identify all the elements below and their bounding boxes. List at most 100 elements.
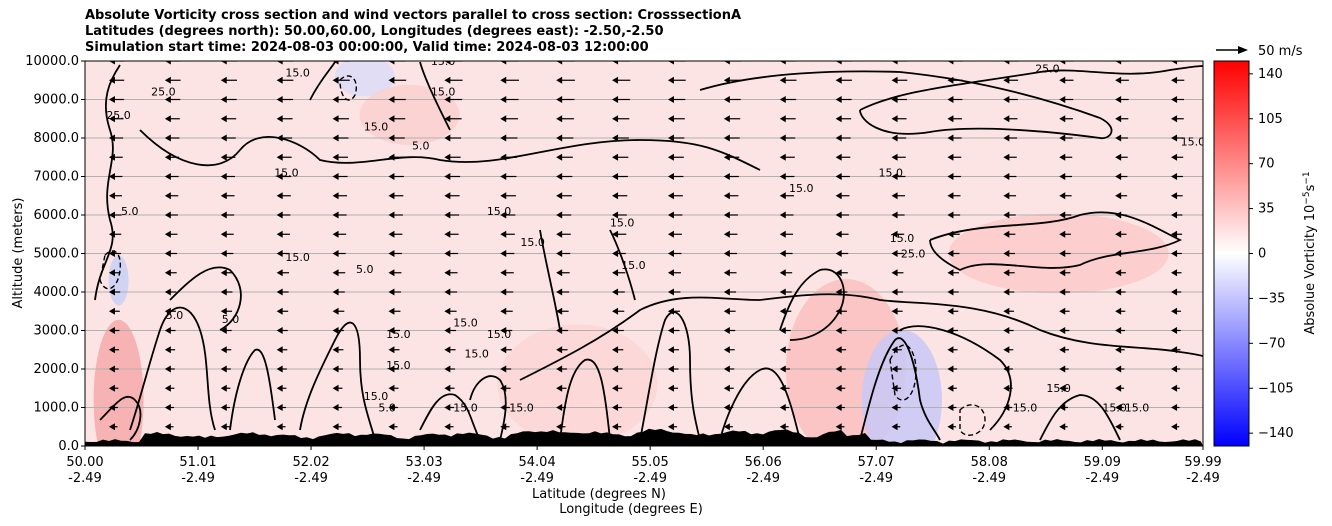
wind-vector-head [164, 250, 171, 257]
contour-line-negative [889, 344, 917, 401]
wind-vector-head [1003, 423, 1010, 431]
wind-vector-head [1059, 307, 1066, 315]
contour-label: 5.0 [412, 140, 430, 153]
wind-vector-head [276, 250, 283, 257]
wind-vector-head [164, 153, 171, 161]
wind-vector-head [667, 365, 674, 373]
wind-vector-head [612, 134, 619, 142]
field-blob [861, 329, 942, 446]
wind-vector-head [835, 384, 842, 392]
wind-vector-head [947, 423, 954, 431]
wind-vector-head [444, 134, 451, 142]
wind-vector-head [332, 153, 339, 161]
wind-vector-head [1171, 230, 1178, 238]
wind-vector-head [891, 76, 898, 84]
x-tick-label-lat: 56.06 [745, 455, 782, 470]
wind-vector-head [164, 307, 171, 315]
wind-vector-head [835, 307, 842, 315]
wind-vector-head [500, 115, 507, 123]
wind-vector-head [723, 192, 730, 200]
wind-vector-head [1115, 346, 1122, 354]
contour-label: 15.0 [621, 259, 646, 272]
wind-vector-head [500, 250, 507, 257]
contour-line [299, 321, 376, 441]
wind-vector-head [388, 230, 395, 238]
wind-vector-head [1059, 134, 1066, 142]
wind-vector-head [444, 211, 451, 219]
wind-vector-head [891, 346, 898, 354]
wind-vector-head [667, 346, 674, 354]
wind-vector-head [723, 384, 730, 392]
wind-vector-head [388, 404, 395, 411]
wind-vector-head [388, 173, 395, 180]
wind-vector-head [556, 230, 563, 238]
wind-vector-head [388, 211, 395, 219]
contour-line [699, 70, 1113, 140]
wind-vector-head [108, 346, 115, 354]
wind-vector-head [1059, 423, 1066, 431]
wind-vector-head [164, 269, 171, 277]
wind-vector-head [500, 76, 507, 84]
wind-vector-head [332, 365, 339, 373]
wind-vector-head [1115, 76, 1122, 84]
wind-vector-head [444, 192, 451, 200]
wind-vector-head [723, 134, 730, 142]
wind-vector-head [556, 173, 563, 180]
wind-vector-head [1003, 365, 1010, 373]
wind-vector-head [891, 250, 898, 257]
wind-vector-head [1059, 76, 1066, 84]
contour-label: 15.0 [509, 401, 534, 414]
wind-vector-head [500, 153, 507, 161]
wind-vector-head [612, 61, 619, 65]
colorbar-ticks: 140 105 70 35 0 −35 −70 −105 −140 [1249, 67, 1294, 441]
wind-vector-head [1059, 365, 1066, 373]
wind-vector-head [1115, 365, 1122, 373]
x-tick-label-lat: 53.03 [405, 455, 442, 470]
wind-vector-head [835, 173, 842, 180]
wind-vector-head [444, 115, 451, 123]
wind-vector-head [1115, 192, 1122, 200]
wind-vector-head [1059, 269, 1066, 277]
wind-vector-head [891, 61, 898, 65]
colorbar-tick-label: −35 [1258, 291, 1285, 306]
wind-vector-head [1003, 61, 1010, 65]
wind-vector-head [164, 288, 171, 296]
wind-vector-head [500, 404, 507, 411]
wind-vector-head [723, 423, 730, 431]
wind-vector-head [612, 230, 619, 238]
wind-vector-head [1171, 211, 1178, 219]
wind-vector-head [947, 250, 954, 257]
contour-label: 5.0 [166, 309, 184, 322]
wind-vector-head [444, 346, 451, 354]
wind-vector-head [1115, 115, 1122, 123]
wind-vector-head [1171, 423, 1178, 431]
wind-vector-head [667, 307, 674, 315]
wind-vector-head [276, 173, 283, 180]
contour-label: 15.0 [285, 251, 310, 264]
wind-vector-head [556, 288, 563, 296]
wind-vector-head [1003, 307, 1010, 315]
title-line-3: Simulation start time: 2024-08-03 00:00:… [85, 40, 649, 55]
wind-vector-head [835, 365, 842, 373]
y-tick-label: 2000.0 [34, 362, 80, 377]
wind-vector-head [164, 384, 171, 392]
wind-vector-head [276, 61, 283, 65]
wind-vector-head [332, 134, 339, 142]
colorbar-tick-label: −70 [1258, 336, 1285, 351]
wind-vector-head [667, 192, 674, 200]
wind-vector-head [612, 346, 619, 354]
wind-vector-head [500, 269, 507, 277]
wind-vector-head [835, 96, 842, 103]
y-tick-label: 1000.0 [34, 401, 80, 416]
wind-vector-head [164, 211, 171, 219]
contour-line [129, 306, 216, 431]
x-tick-label-lat: 58.08 [971, 455, 1008, 470]
wind-vector-head [1059, 384, 1066, 392]
contour-line [94, 64, 121, 301]
wind-vector-head [332, 96, 339, 103]
wind-vector-head [723, 61, 730, 65]
wind-vector-head [108, 115, 115, 123]
field-blob [334, 61, 395, 97]
title-line-2: Latitudes (degrees north): 50.00,60.00, … [85, 24, 664, 39]
wind-vector-head [444, 423, 451, 431]
